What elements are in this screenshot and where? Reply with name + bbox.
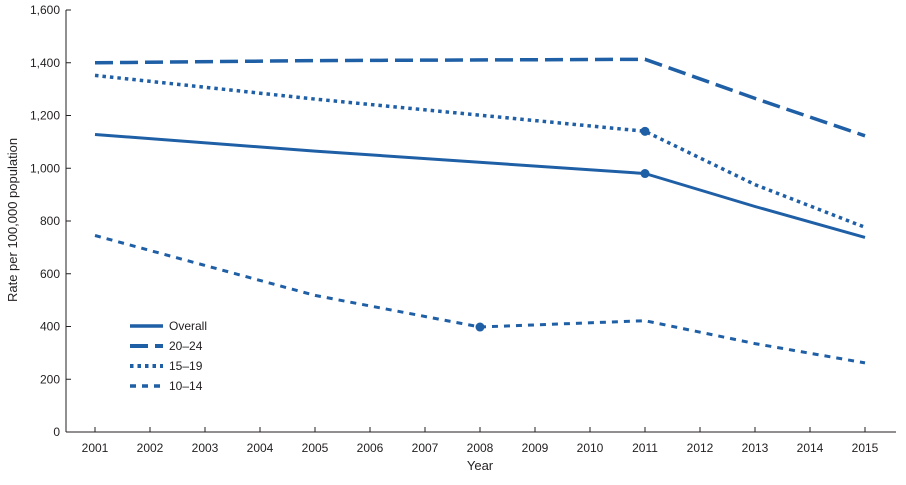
y-tick-label: 200 [40,372,60,386]
legend-label: 10–14 [169,379,203,393]
x-tick-label: 2001 [82,441,109,455]
series-line-20-24 [94,57,866,138]
y-tick-label: 400 [40,320,60,334]
x-tick-label: 2015 [852,441,879,455]
data-point-marker [475,322,485,332]
legend-label: 15–19 [169,359,203,373]
x-tick-label: 2013 [742,441,769,455]
x-tick-label: 2003 [192,441,219,455]
x-tick-label: 2009 [522,441,549,455]
y-tick-label: 600 [40,267,60,281]
legend: Overall 20–24 15–19 10–14 [130,319,207,393]
x-axis-title: Year [467,458,494,473]
y-tick-label: 1,400 [30,56,60,70]
y-tick-label: 1,600 [30,3,60,17]
axes: 0 200 400 600 800 1,000 1,200 1,400 1,600 2001 200… [30,3,896,455]
data-point-marker [640,126,650,136]
x-tick-label: 2005 [302,441,329,455]
y-axis-title: Rate per 100,000 population [5,138,20,302]
x-tick-label: 2010 [577,441,604,455]
y-tick-label: 800 [40,214,60,228]
x-tick-label: 2002 [137,441,164,455]
series-line-overall [94,133,866,239]
x-tick-label: 2006 [357,441,384,455]
x-tick-label: 2008 [467,441,494,455]
x-tick-label: 2012 [687,441,714,455]
legend-label: Overall [169,319,207,333]
data-point-marker [640,169,650,179]
series-layer [94,57,866,365]
x-tick-label: 2004 [247,441,274,455]
series-line-15-19 [94,73,866,229]
x-tick-label: 2007 [412,441,439,455]
y-tick-label: 1,200 [30,109,60,123]
y-tick-label: 1,000 [30,161,60,175]
x-tick-label: 2011 [632,441,658,455]
legend-label: 20–24 [169,339,203,353]
y-tick-label: 0 [53,425,60,439]
series-line-10-14 [94,234,866,365]
x-tick-label: 2014 [797,441,824,455]
